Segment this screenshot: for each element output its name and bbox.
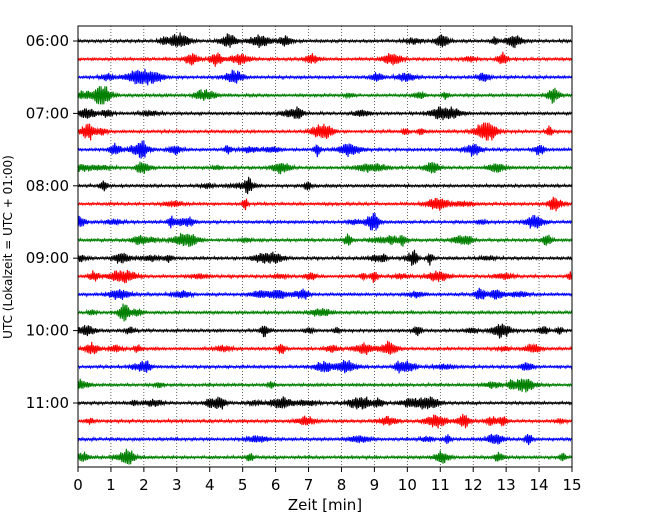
seismogram-trace [77, 232, 573, 248]
x-tick-label: 14 [530, 476, 549, 494]
x-tick-label: 9 [370, 476, 380, 494]
x-tick-label: 11 [431, 476, 450, 494]
seismogram-trace [77, 51, 573, 67]
x-axis-label: Zeit [min] [288, 496, 362, 514]
seismogram-trace [77, 396, 573, 410]
x-tick-label: 7 [304, 476, 314, 494]
seismogram-trace [77, 176, 573, 195]
seismogram-trace [77, 287, 573, 300]
y-axis: 06:00 07:00 08:00 09:00 10:00 11:00 [26, 32, 78, 412]
y-axis-label: UTC (Lokalzeit = UTC + 01:00) [1, 155, 15, 339]
x-tick-label: 8 [337, 476, 347, 494]
trace-group [77, 32, 573, 465]
seismogram-trace [77, 32, 573, 49]
x-tick-label: 3 [172, 476, 182, 494]
seismogram-trace [77, 106, 573, 121]
seismogram-trace [77, 448, 573, 465]
y-tick-label: 10:00 [26, 322, 69, 340]
seismogram-trace [77, 378, 573, 393]
y-tick-label: 09:00 [26, 249, 69, 267]
x-tick-label: 13 [497, 476, 516, 494]
y-tick-label: 11:00 [26, 394, 69, 412]
seismogram-trace [77, 340, 573, 356]
seismogram-trace [77, 303, 573, 322]
seismogram-trace [77, 161, 573, 175]
seismogram-trace [77, 68, 573, 86]
x-tick-label: 15 [562, 476, 581, 494]
seismogram-trace [77, 212, 573, 231]
seismogram-trace [77, 196, 573, 212]
seismogram-trace [77, 249, 573, 266]
x-tick-label: 10 [398, 476, 417, 494]
seismogram-trace [77, 269, 573, 284]
seismogram-trace [77, 433, 573, 446]
x-tick-label: 2 [139, 476, 149, 494]
plot-frame [77, 25, 573, 468]
x-tick-label: 5 [238, 476, 248, 494]
seismogram-trace [77, 86, 573, 105]
x-tick-label: 1 [106, 476, 116, 494]
x-axis: 0 1 2 3 4 5 6 7 8 9 10 11 12 13 14 15 [73, 467, 582, 494]
x-tick-label: 12 [464, 476, 483, 494]
y-tick-label: 06:00 [26, 32, 69, 50]
x-tick-label: 4 [205, 476, 215, 494]
seismogram-trace [77, 140, 573, 159]
y-tick-label: 07:00 [26, 104, 69, 122]
seismogram-trace [77, 122, 573, 141]
seismogram-trace [77, 413, 573, 429]
seismogram-trace [77, 359, 573, 374]
x-tick-label: 0 [73, 476, 83, 494]
y-tick-label: 08:00 [26, 177, 69, 195]
seismogram-trace [77, 323, 573, 339]
x-tick-label: 6 [271, 476, 281, 494]
